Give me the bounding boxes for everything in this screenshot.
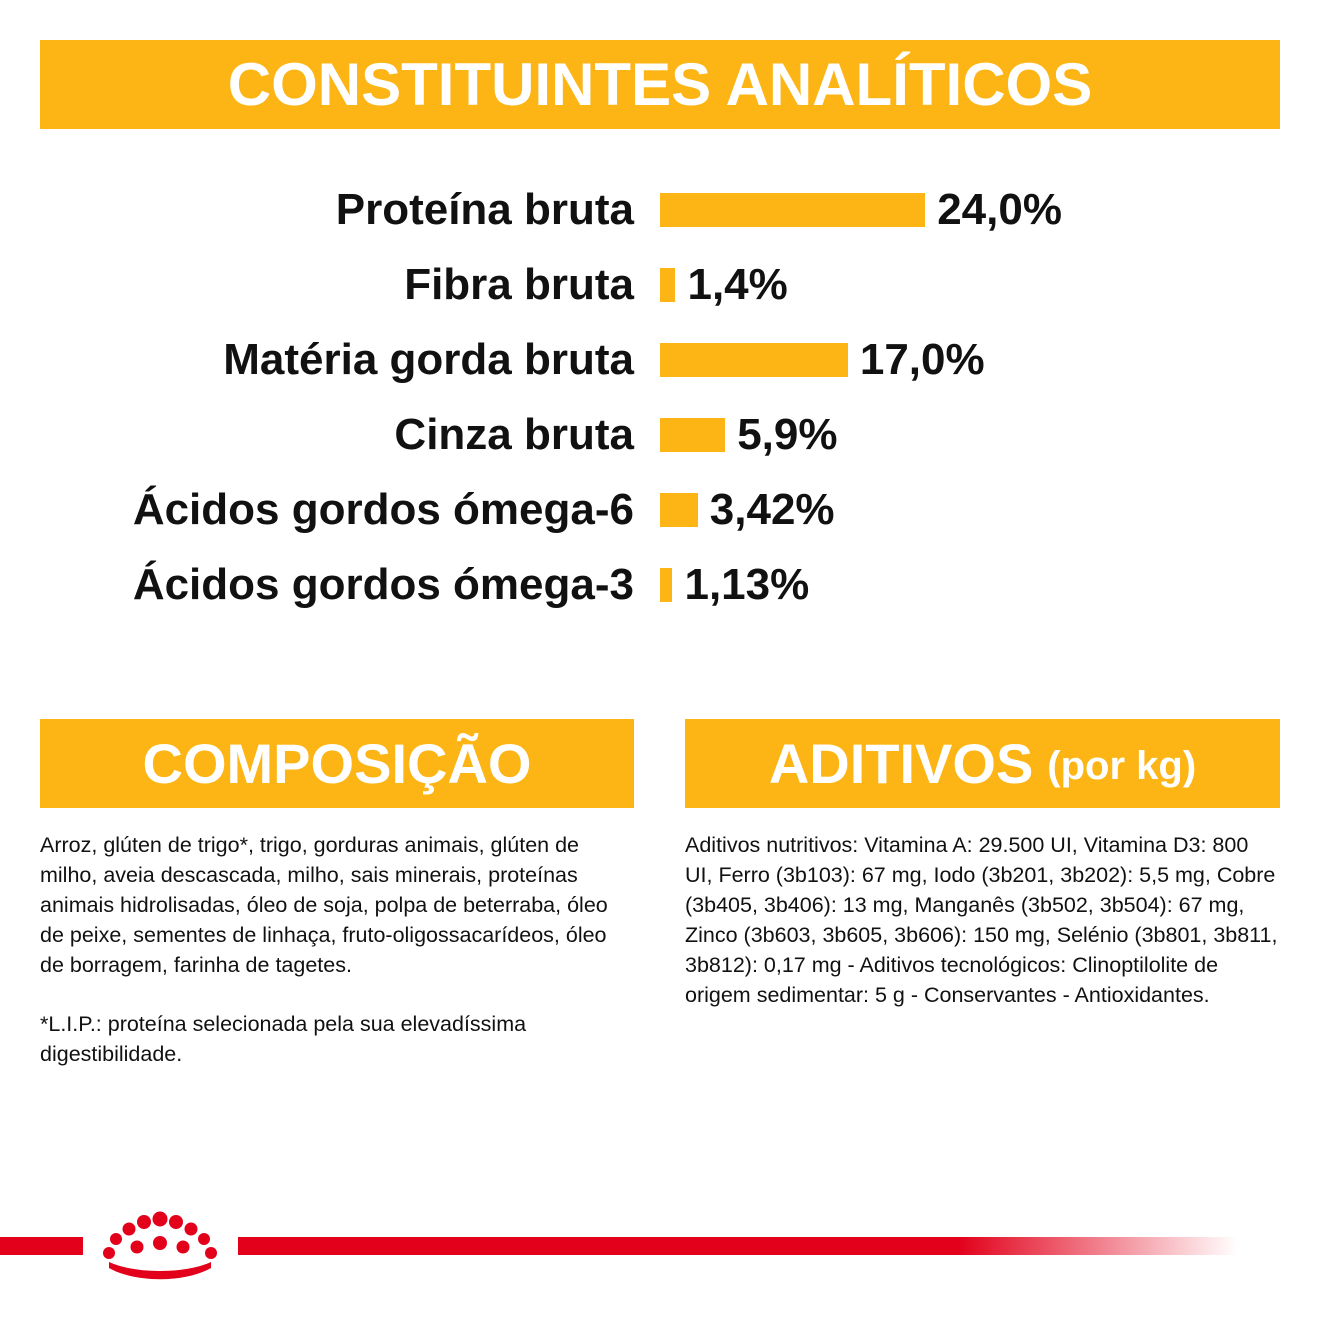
footer-accent-line-left xyxy=(0,1237,83,1255)
chart-bar xyxy=(660,493,698,527)
chart-category-label: Cinza bruta xyxy=(394,410,634,459)
chart-bar xyxy=(660,343,848,377)
chart-value-label: 3,42% xyxy=(709,485,835,534)
chart-bar xyxy=(660,418,726,452)
analytical-constituents-title: CONSTITUINTES ANALÍTICOS xyxy=(227,51,1093,118)
additives-text: Aditivos nutritivos: Vitamina A: 29.500 … xyxy=(685,833,1278,1007)
additives-header: ADITIVOS (por kg) xyxy=(685,719,1280,808)
chart-category-label: Proteína bruta xyxy=(335,185,634,234)
chart-value-label: 1,4% xyxy=(687,260,788,309)
chart-row: Matéria gorda bruta 17,0% xyxy=(0,330,1320,390)
chart-category-label: Ácidos gordos ómega-3 xyxy=(132,560,634,609)
composition-title: COMPOSIÇÃO xyxy=(142,732,532,795)
chart-value-label: 1,13% xyxy=(684,560,810,609)
chart-category-label: Ácidos gordos ómega-6 xyxy=(132,485,634,534)
chart-row: Ácidos gordos ómega-3 1,13% xyxy=(0,555,1320,615)
chart-row: Cinza bruta 5,9% xyxy=(0,405,1320,465)
chart-value-label: 5,9% xyxy=(737,410,838,459)
composition-footnote: *L.I.P.: proteína selecionada pela sua e… xyxy=(40,1012,527,1066)
chart-bar xyxy=(660,568,673,602)
chart-bar xyxy=(660,268,676,302)
analytical-constituents-chart: Proteína bruta 24,0% Fibra bruta 1,4% Matéri… xyxy=(0,160,1320,640)
analytical-constituents-header: CONSTITUINTES ANALÍTICOS xyxy=(40,40,1280,129)
crown-logo-icon xyxy=(103,1211,217,1280)
chart-row: Proteína bruta 24,0% xyxy=(0,180,1320,240)
chart-row: Ácidos gordos ómega-6 3,42% xyxy=(0,480,1320,540)
chart-row: Fibra bruta 1,4% xyxy=(0,255,1320,315)
chart-category-label: Matéria gorda bruta xyxy=(223,335,634,384)
chart-category-label: Fibra bruta xyxy=(404,260,634,309)
additives-title: ADITIVOS xyxy=(768,732,1034,795)
composition-text: Arroz, glúten de trigo*, trigo, gorduras… xyxy=(40,833,608,977)
composition-header: COMPOSIÇÃO xyxy=(40,719,634,808)
chart-value-label: 24,0% xyxy=(937,185,1062,234)
additives-title-suffix: (por kg) xyxy=(1047,744,1197,788)
chart-value-label: 17,0% xyxy=(859,335,985,384)
footer-accent-line-right xyxy=(238,1237,1238,1255)
chart-bar xyxy=(660,193,926,227)
